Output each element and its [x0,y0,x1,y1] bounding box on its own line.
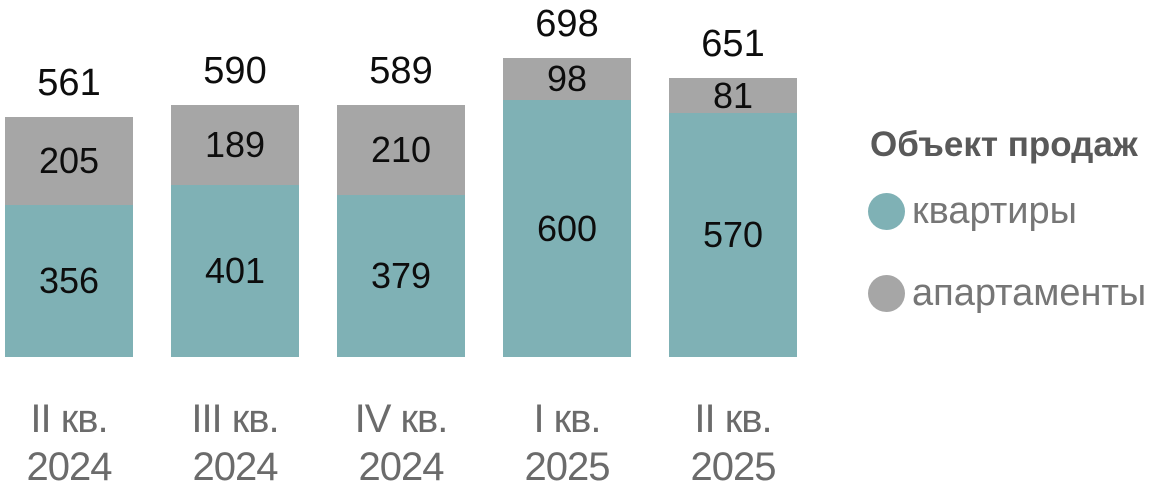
bar-column: 98 600 [503,58,631,357]
x-axis-label-quarter: II кв. [694,397,772,441]
bar-segment-apartamenty: 210 [337,105,465,195]
bar-value-label: 210 [370,128,432,170]
x-axis-label-year: 2024 [192,445,279,485]
bar-total-label: 589 [369,50,433,93]
bar-value-label: 356 [38,259,100,301]
bar-column: 81 570 [669,74,797,357]
x-axis-label: II кв. 2024 [0,395,153,485]
bar-value-label: 379 [370,254,432,296]
bar-value-label: 189 [204,124,266,165]
legend-label-apartamenty: апартаменты [912,272,1147,314]
x-axis-label-year: 2024 [26,445,113,485]
bar-segment-kvartiry: 570 [669,113,797,357]
bar-segment-kvartiry: 356 [5,204,133,357]
bar-segment-kvartiry: 600 [503,100,631,357]
x-axis-label-quarter: I кв. [533,397,601,441]
x-axis-label-quarter: III кв. [191,397,279,441]
bar-value-label: 570 [702,214,764,256]
bar-value-label: 205 [38,139,100,181]
bar-value-label: 600 [536,207,598,249]
x-axis-label: II кв. 2025 [649,395,817,485]
bar-segment-kvartiry: 401 [171,185,299,357]
x-axis-label: III кв. 2024 [151,395,319,485]
bar-total-label: 590 [203,49,267,92]
bar-segment-apartamenty: 205 [5,117,133,205]
bar-column: 205 356 [5,117,133,357]
x-axis-label-quarter: II кв. [30,397,108,441]
bar-column: 189 401 [171,104,299,357]
bar-segment-kvartiry: 379 [337,194,465,357]
legend-item-kvartiry: квартиры [868,192,1077,230]
legend-item-apartamenty: апартаменты [868,274,1146,312]
legend-title: Объект продаж [870,125,1138,164]
kvartiry-swatch-icon [868,192,905,230]
bar-value-label: 98 [546,58,588,100]
x-axis-label-year: 2024 [358,445,445,485]
bar-column: 210 379 [337,105,465,357]
bar-total-label: 651 [701,23,765,66]
legend-label-kvartiry: квартиры [912,190,1077,232]
bar-total-label: 698 [535,3,599,46]
x-axis-label: IV кв. 2024 [317,395,485,485]
bar-value-label: 81 [712,74,754,116]
x-axis-label-year: 2025 [524,445,611,485]
x-axis-label: I кв. 2025 [483,395,651,485]
x-axis-label-year: 2025 [690,445,777,485]
bar-segment-apartamenty: 189 [171,104,299,186]
bar-total-label: 561 [37,62,101,104]
bar-segment-apartamenty: 81 [669,74,797,116]
x-axis-label-quarter: IV кв. [354,397,449,441]
bar-value-label: 401 [204,250,266,292]
apartamenty-swatch-icon [868,274,905,312]
bar-segment-apartamenty: 98 [503,58,631,101]
